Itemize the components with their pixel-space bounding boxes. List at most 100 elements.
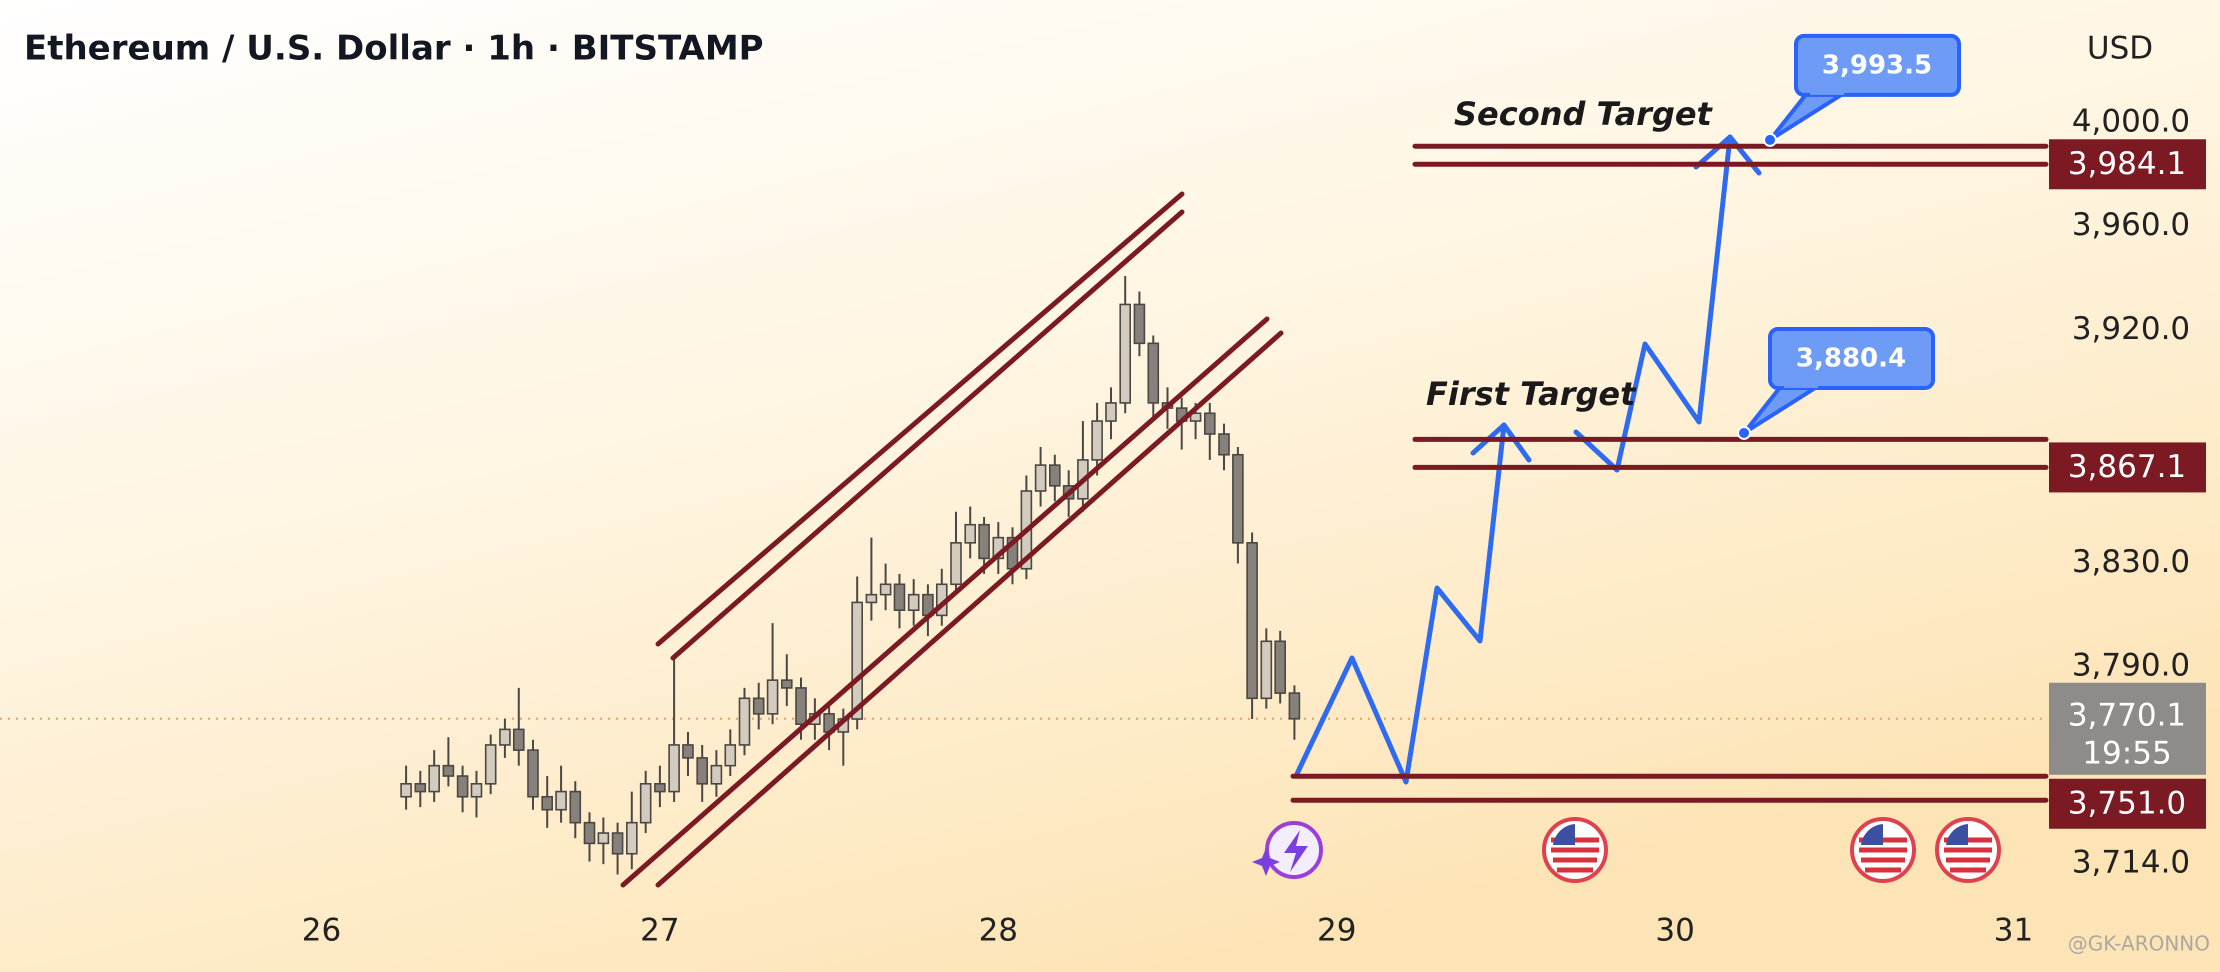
event-icons — [1252, 817, 2001, 883]
projection-path — [1573, 134, 1733, 473]
candle-body — [626, 821, 638, 855]
target-callout: 3,880.4 — [1737, 326, 1935, 440]
level-price-label: 3,867.1 — [2068, 449, 2186, 485]
candle-body — [682, 744, 694, 759]
callout-seam — [1810, 89, 1844, 95]
candle-body — [978, 523, 990, 560]
level-price-box — [2049, 778, 2206, 829]
drawings — [620, 134, 2049, 888]
us-event-flag[interactable] — [1850, 817, 1916, 883]
candle-body — [893, 583, 906, 611]
channel-line — [655, 191, 1185, 647]
x-tick-label: 28 — [979, 913, 1018, 949]
candle-body — [428, 764, 440, 793]
y-axis-unit: USD — [2087, 31, 2153, 67]
us-event-flag[interactable] — [1935, 817, 2001, 883]
x-tick-label: 29 — [1317, 913, 1356, 949]
x-tick-label: 31 — [1994, 913, 2033, 949]
callout-box — [1768, 326, 1935, 390]
candle-body — [1246, 542, 1258, 700]
projection-arrowhead — [1470, 422, 1532, 463]
candle-body — [1189, 412, 1202, 422]
candle-body — [1147, 342, 1160, 404]
candle-body — [1105, 402, 1117, 422]
current-price-box — [2049, 682, 2206, 775]
candle-body — [1049, 464, 1061, 487]
candle-body — [583, 821, 596, 845]
lightning-icon[interactable] — [1252, 821, 1323, 879]
candle-body — [456, 775, 469, 798]
us-event-flag[interactable] — [1542, 817, 1608, 883]
candle-body — [766, 679, 779, 715]
watermark: @GK-ARONNO — [2068, 932, 2210, 956]
candle-body — [1034, 464, 1047, 492]
y-tick-label: 4,000.0 — [2072, 104, 2190, 140]
x-tick-label: 26 — [302, 913, 341, 949]
candle-body — [879, 583, 892, 596]
candle-body — [780, 679, 793, 689]
level-price-box — [2049, 442, 2206, 493]
current-price-label: 3,770.1 — [2068, 697, 2186, 733]
y-tick-label: 3,790.0 — [2072, 648, 2190, 684]
candle-body — [414, 783, 427, 793]
candle-body — [654, 783, 666, 793]
candle-body — [752, 697, 765, 715]
channel-line — [655, 330, 1284, 888]
projection-path — [1293, 422, 1507, 785]
level-price-box — [2049, 139, 2206, 190]
candle-body — [1232, 453, 1244, 544]
callout-label: 3,993.5 — [1822, 50, 1932, 80]
chart-title: Ethereum / U.S. Dollar · 1h · BITSTAMP — [24, 29, 764, 69]
candle-body — [512, 728, 525, 751]
candle-body — [1218, 433, 1230, 456]
x-tick-label: 30 — [1655, 913, 1694, 949]
projection-arrowhead — [1693, 134, 1762, 176]
candle-body — [1203, 412, 1216, 435]
candle-body — [795, 687, 807, 726]
candle-body — [865, 593, 878, 604]
y-tick-label: 3,714.0 — [2072, 845, 2190, 881]
candle-body — [851, 601, 863, 720]
candle-body — [569, 790, 582, 824]
channel-line — [620, 316, 1270, 888]
candle-body — [964, 523, 977, 544]
candle-body — [442, 764, 455, 777]
candle-body — [555, 790, 567, 811]
candle-body — [611, 832, 624, 855]
callout-label: 3,880.4 — [1796, 343, 1906, 373]
candle-body — [738, 697, 751, 746]
candle-body — [907, 593, 920, 611]
candle-body — [1260, 640, 1273, 700]
y-tick-label: 3,920.0 — [2072, 311, 2190, 347]
annotation: First Target — [1426, 375, 1637, 413]
candle-body — [724, 744, 737, 767]
candle-body — [696, 757, 708, 785]
y-tick-label: 3,830.0 — [2072, 544, 2190, 580]
callout-box — [1794, 33, 1961, 97]
candle-body — [1119, 303, 1131, 404]
candle-body — [400, 783, 412, 798]
candle-body — [639, 783, 652, 824]
candle-body — [527, 749, 539, 798]
candle-body — [541, 795, 554, 811]
candle-body — [1274, 640, 1286, 694]
candle-body — [499, 728, 511, 746]
target-point — [1763, 132, 1777, 147]
target-callout: 3,993.5 — [1763, 33, 1961, 147]
candle-body — [470, 783, 483, 798]
candle-body — [950, 542, 962, 586]
level-price-label: 3,751.0 — [2068, 785, 2186, 821]
candle-body — [1133, 303, 1146, 345]
target-point — [1737, 425, 1751, 440]
candle-body — [710, 764, 723, 785]
candle-body — [597, 832, 610, 845]
countdown-label: 19:55 — [2082, 735, 2171, 771]
y-tick-label: 3,960.0 — [2072, 207, 2190, 243]
callout-seam — [1784, 382, 1818, 388]
candle-body — [1288, 692, 1301, 720]
candle-body — [668, 744, 680, 793]
candle-body — [484, 744, 497, 785]
x-tick-label: 27 — [640, 913, 679, 949]
level-price-label: 3,984.1 — [2068, 146, 2186, 182]
